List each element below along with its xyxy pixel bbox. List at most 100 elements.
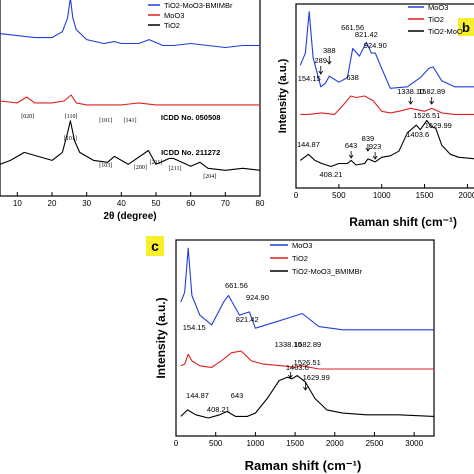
peak-label: 643 [231, 391, 244, 400]
x-tick-label: 60 [186, 199, 195, 208]
y-axis-label: Intensity (a.u.) [277, 58, 289, 133]
moo3-plane-label: [101] [99, 118, 112, 124]
x-tick-label: 2000 [326, 439, 344, 448]
peak-label: 144.87 [297, 140, 320, 149]
x-tick-label: 2500 [366, 439, 384, 448]
x-tick-label: 50 [152, 199, 161, 208]
legend-label: TiO2 [292, 254, 308, 263]
series-line-moo3 [299, 11, 474, 89]
x-tick-label: 2000 [459, 191, 474, 200]
peak-label: 408.21 [319, 170, 342, 179]
tio2-plane-label: [200] [134, 165, 147, 171]
peak-label: 289 [315, 56, 328, 65]
x-tick-label: 80 [256, 199, 265, 208]
tio2-icdd-label: ICDD No. 211272 [161, 148, 220, 157]
y-axis-label: Intensity (a.u.) [154, 297, 168, 378]
x-tick-label: 0 [294, 191, 299, 200]
peak-label: 1582.89 [418, 87, 445, 96]
x-tick-label: 3000 [405, 439, 423, 448]
x-tick-label: 1500 [286, 439, 304, 448]
panel-a-frame [0, 0, 261, 197]
peak-label: 1403.6 [406, 130, 429, 139]
peak-label: 388 [323, 46, 336, 55]
tio2-plane-label: [103] [99, 163, 112, 169]
peak-label: 1526.51 [294, 358, 321, 367]
series-line-tio2 [0, 120, 261, 171]
legend-label: TiO2-MoO3-BMIMBr [164, 1, 233, 10]
series-line-tio2-moo3 [299, 119, 474, 168]
peak-arrow [288, 372, 293, 379]
peak-arrow [318, 66, 324, 75]
peak-label: 1403.6 [286, 363, 309, 372]
peak-label: 408.21 [207, 405, 230, 414]
peak-label: 821.42 [355, 30, 378, 39]
peak-arrow [429, 97, 435, 105]
legend-label: TiO2-MoO3_BMIMBr [292, 267, 363, 276]
x-tick-label: 20 [48, 199, 57, 208]
peak-arrow [372, 152, 378, 160]
x-tick-label: 40 [117, 199, 126, 208]
x-tick-label: 70 [221, 199, 230, 208]
peak-label: 1629.99 [425, 121, 452, 130]
panel-badge [146, 236, 164, 256]
x-tick-label: 1000 [246, 439, 264, 448]
tio2-plane-label: [211] [169, 166, 182, 172]
x-axis-label: Raman shift (cm⁻¹) [245, 458, 362, 473]
legend-label: TiO2 [164, 21, 180, 30]
peak-label: 638 [346, 73, 359, 82]
legend-label: TiO2 [428, 15, 444, 24]
peak-arrow [348, 151, 354, 159]
peak-label: 1629.99 [303, 373, 330, 382]
legend-label: MoO3 [164, 11, 184, 20]
legend-label: MoO3 [428, 3, 448, 12]
peak-label: 154.15 [298, 74, 321, 83]
peak-label: 643 [345, 141, 358, 150]
peak-label: 1338.10 [397, 87, 424, 96]
peak-label: 1582.89 [294, 340, 321, 349]
series-line-tio2-moo3-bmimbr [0, 0, 260, 49]
peak-label: 1526.51 [413, 111, 440, 120]
x-tick-label: 1500 [416, 191, 434, 200]
panel-badge [458, 18, 474, 36]
moo3-plane-label: [020] [21, 114, 34, 120]
tio2-plane-label: [204] [203, 174, 216, 180]
series-line-moo3 [180, 247, 434, 331]
x-tick-label: 500 [209, 439, 223, 448]
series-line-tio2 [180, 350, 434, 370]
x-tick-label: 30 [82, 199, 91, 208]
series-line-tio2 [300, 95, 474, 115]
peak-label: 923 [369, 142, 382, 151]
peak-arrow [326, 56, 332, 65]
peak-label: 661.56 [341, 23, 364, 32]
x-axis-label: 2θ (degree) [103, 211, 156, 222]
peak-arrow [303, 382, 308, 391]
series-line-tio2-moo3-bmimbr [180, 375, 435, 419]
peak-label: 144.87 [186, 391, 209, 400]
peak-arrow [365, 144, 371, 152]
peak-label: 154.15 [183, 323, 206, 332]
peak-label: 924.90 [246, 293, 269, 302]
panel-c-frame [175, 239, 435, 437]
moo3-icdd-label: ICDD No. 050508 [161, 113, 221, 122]
x-tick-label: 10 [13, 199, 22, 208]
panel-badge-label: c [151, 238, 159, 254]
peak-arrow [408, 97, 414, 105]
series-line-moo3 [0, 94, 260, 106]
panel-b-frame [295, 3, 474, 189]
tio2-plane-label: [101] [64, 136, 77, 142]
panel-badge-label: b [462, 20, 470, 35]
peak-label: 924.90 [364, 41, 387, 50]
x-tick-label: 500 [332, 191, 346, 200]
x-tick-label: 0 [174, 439, 179, 448]
x-tick-label: 1000 [373, 191, 391, 200]
peak-label: 661.56 [225, 281, 248, 290]
moo3-plane-label: [141] [124, 118, 137, 124]
x-axis-label: Raman shift (cm⁻¹) [349, 215, 457, 229]
peak-label: 839 [362, 134, 375, 143]
tio2-plane-label: [211] [150, 160, 163, 166]
peak-label: 1338.10 [275, 340, 302, 349]
legend-label: MoO3 [292, 241, 312, 250]
moo3-plane-label: [110] [65, 114, 78, 120]
legend-label: TiO2-MoO [428, 27, 463, 36]
